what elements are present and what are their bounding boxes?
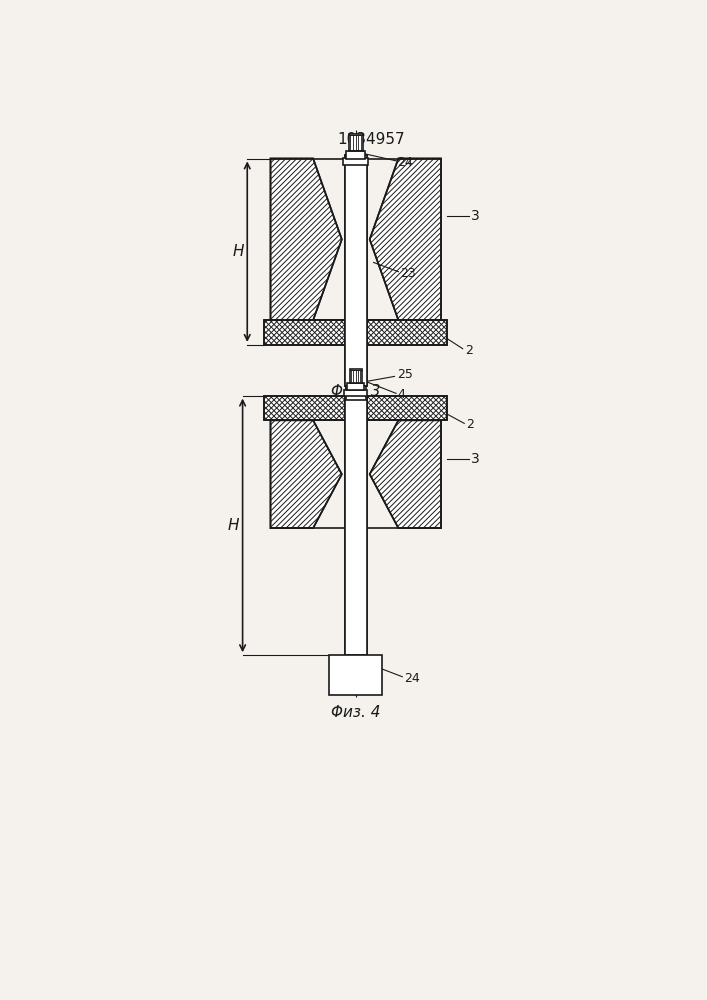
PathPatch shape — [264, 396, 345, 420]
PathPatch shape — [367, 396, 448, 420]
Polygon shape — [370, 420, 441, 528]
Bar — [344, 158, 368, 165]
PathPatch shape — [271, 158, 341, 320]
Bar — [264, 396, 345, 420]
Bar — [345, 396, 367, 655]
Text: 25: 25 — [397, 368, 413, 381]
Text: 24: 24 — [404, 672, 421, 685]
Bar — [344, 390, 368, 396]
Text: H: H — [232, 244, 244, 259]
Text: 4: 4 — [397, 388, 406, 401]
Bar — [329, 655, 382, 695]
Text: 2: 2 — [467, 418, 474, 431]
Bar — [367, 396, 448, 420]
Text: 3: 3 — [472, 209, 480, 223]
Text: 2: 2 — [465, 344, 473, 357]
Polygon shape — [370, 158, 441, 320]
Text: Φиз. 3: Φиз. 3 — [331, 384, 380, 399]
Text: 23: 23 — [400, 267, 416, 280]
Bar — [345, 420, 367, 655]
Bar — [349, 134, 363, 151]
Bar — [264, 320, 345, 345]
Text: 24: 24 — [397, 156, 414, 169]
Bar — [345, 155, 367, 386]
PathPatch shape — [370, 158, 441, 320]
Bar — [345, 155, 367, 386]
Bar — [264, 396, 345, 420]
Text: H: H — [228, 518, 239, 533]
Text: Φиз. 4: Φиз. 4 — [331, 705, 380, 720]
PathPatch shape — [264, 320, 345, 345]
Bar — [346, 386, 366, 400]
Polygon shape — [271, 158, 341, 320]
Bar — [349, 369, 362, 383]
Bar — [264, 320, 345, 345]
Bar — [367, 396, 448, 420]
Bar — [346, 151, 365, 158]
PathPatch shape — [367, 320, 448, 345]
Bar — [367, 320, 448, 345]
Bar — [347, 383, 364, 390]
PathPatch shape — [271, 420, 341, 528]
Text: 3: 3 — [472, 452, 480, 466]
Polygon shape — [271, 420, 341, 528]
Text: 1034957: 1034957 — [337, 132, 405, 147]
Bar — [367, 320, 448, 345]
PathPatch shape — [370, 420, 441, 528]
